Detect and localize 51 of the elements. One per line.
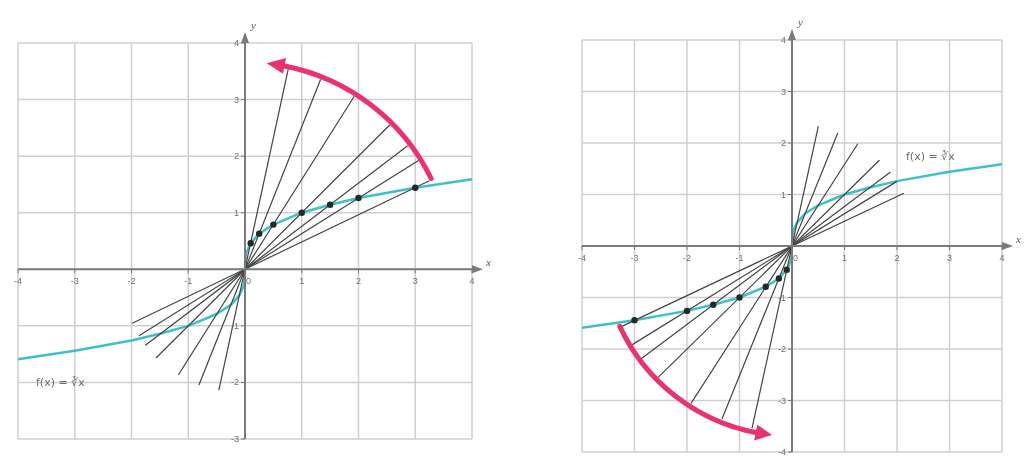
x-tick-label: 3 <box>412 276 418 287</box>
x-tick-label: -4 <box>13 276 23 287</box>
point <box>412 184 419 192</box>
annotation: f(x) = ∛x <box>36 375 86 389</box>
x-tick-label: 2 <box>355 276 362 287</box>
point <box>783 266 790 273</box>
y-tick-label: 4 <box>233 38 239 48</box>
point <box>270 221 277 228</box>
y-axis-title: y <box>797 16 803 28</box>
y-tick-label: 1 <box>780 189 786 200</box>
y-tick-label: -4 <box>777 447 786 457</box>
x-tick-label: -3 <box>630 253 639 263</box>
y-tick-label: 3 <box>780 86 786 97</box>
x-tick-label: -3 <box>70 276 79 287</box>
x-tick-label: -2 <box>682 253 692 263</box>
point <box>298 209 305 216</box>
y-tick-label: 4 <box>780 35 786 45</box>
y-tick-label: -3 <box>230 434 239 444</box>
point <box>255 230 263 237</box>
point <box>710 301 717 308</box>
x-tick-label: 0 <box>245 276 252 287</box>
x-tick-label: 1 <box>841 253 848 263</box>
point <box>775 275 783 282</box>
point <box>247 240 254 247</box>
x-axis-title: x <box>485 256 491 269</box>
x-tick-label: 4 <box>469 276 475 287</box>
x-tick-label: -1 <box>735 253 744 263</box>
y-tick-label: -2 <box>777 344 786 354</box>
y-tick-label: 2 <box>233 151 239 162</box>
point <box>683 307 691 315</box>
x-tick-label: -4 <box>577 253 587 263</box>
point <box>631 316 638 324</box>
y-axis-title: y <box>250 19 256 31</box>
x-tick-label: -2 <box>127 276 136 287</box>
y-tick-label: 1 <box>233 207 239 218</box>
x-tick-label: 0 <box>792 253 799 263</box>
point <box>355 194 362 202</box>
x-tick-label: 2 <box>894 253 900 263</box>
x-axis-title: x <box>1015 233 1021 245</box>
y-tick-label: 3 <box>233 94 239 105</box>
y-tick-label: 2 <box>780 138 786 148</box>
y-tick-label: -2 <box>230 377 239 388</box>
annotation: f(x) = ∛x <box>906 149 956 163</box>
x-tick-label: -1 <box>184 276 193 287</box>
x-tick-label: 1 <box>299 276 305 287</box>
x-tick-label: 3 <box>946 253 953 263</box>
point <box>326 201 334 208</box>
point <box>762 283 769 290</box>
y-tick-label: -3 <box>777 395 786 406</box>
point <box>736 294 743 301</box>
x-tick-label: 4 <box>999 253 1005 263</box>
